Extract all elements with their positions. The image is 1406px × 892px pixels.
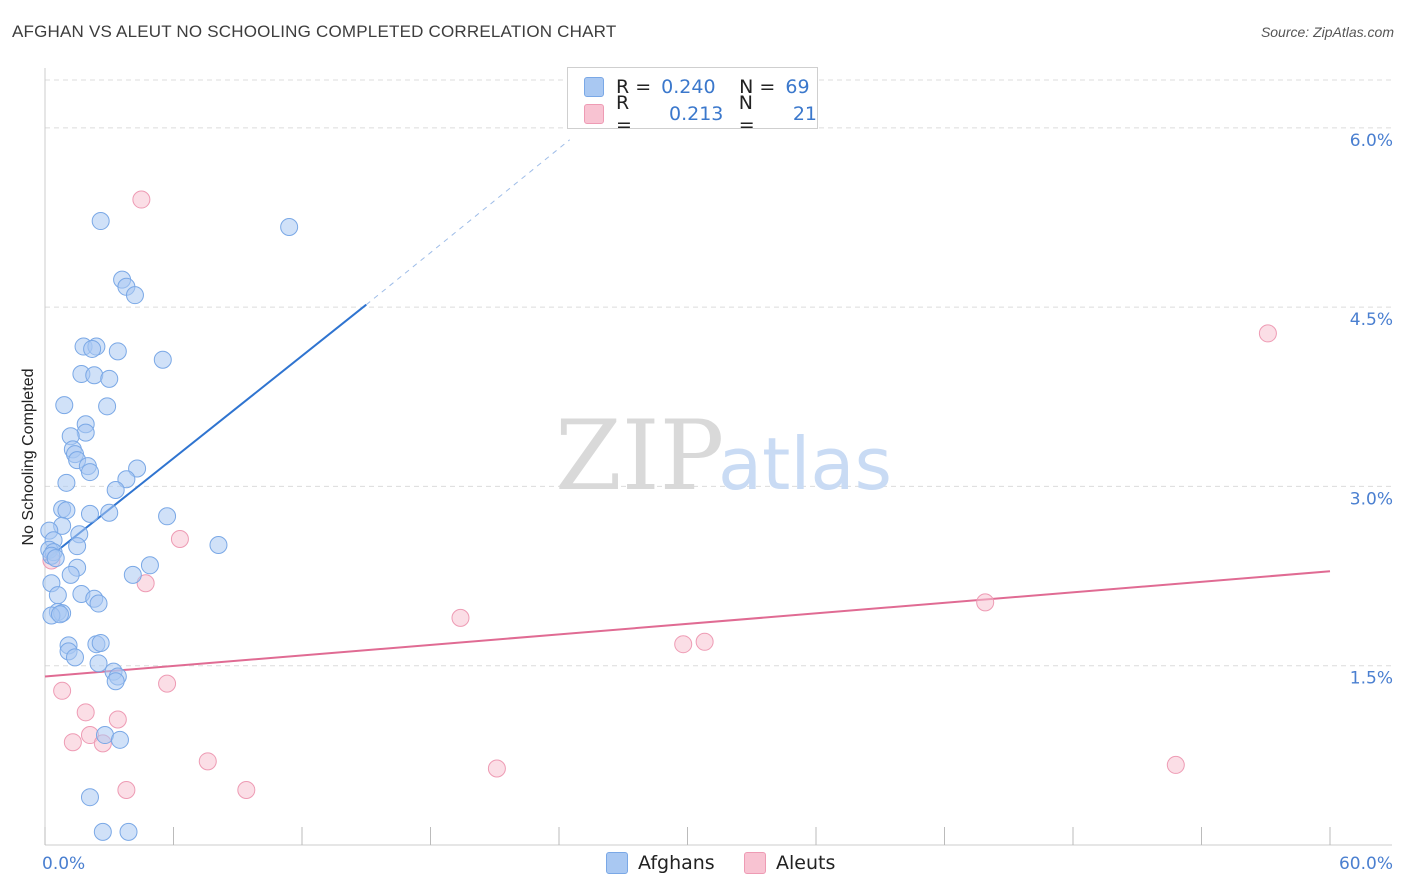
afghan-point xyxy=(57,501,76,520)
afghan-point xyxy=(117,470,136,489)
legend-n-label: N = xyxy=(739,76,776,98)
afghan-point xyxy=(106,480,125,499)
afghan-point xyxy=(91,633,110,652)
afghan-point xyxy=(57,473,76,492)
legend-swatch-afghans xyxy=(584,77,604,97)
afghan-point xyxy=(140,556,159,575)
axes xyxy=(44,68,1392,846)
afghan-point xyxy=(50,605,69,624)
legend-r-value: 0.213 xyxy=(668,103,724,125)
chart-title: AFGHAN VS ALEUT NO SCHOOLING COMPLETED C… xyxy=(12,22,617,41)
legend-n-label: N = xyxy=(738,92,755,136)
legend-row-aleuts: R = 0.213 N = 21 xyxy=(584,92,818,136)
legend-item-aleuts[interactable]: Aleuts xyxy=(744,852,835,874)
afghan-point xyxy=(46,549,65,568)
legend-row-afghans: R = 0.240 N = 69 xyxy=(584,74,810,100)
legend-swatch-aleuts xyxy=(584,104,604,124)
legend-n-value: 69 xyxy=(785,76,810,98)
afghan-point xyxy=(119,822,138,841)
afghan-point xyxy=(100,503,119,522)
afghan-point xyxy=(61,565,80,584)
afghan-point xyxy=(76,423,95,442)
afghan-point xyxy=(55,396,74,415)
aleut-point xyxy=(63,733,82,752)
afghan-point xyxy=(80,463,99,482)
aleut-point xyxy=(198,752,217,771)
afghan-point xyxy=(108,342,127,361)
legend-swatch-aleuts xyxy=(744,852,766,874)
aleut-point xyxy=(132,190,151,209)
tick-labels: 1.5% 3.0% 4.5% 6.0% 0.0% 60.0% xyxy=(42,131,1393,874)
aleut-trend-line xyxy=(44,570,1331,678)
aleut-point xyxy=(451,608,470,627)
data-points xyxy=(40,190,1277,841)
x-tick-label: 0.0% xyxy=(42,854,85,874)
y-axis-label: No Schooling Completed xyxy=(20,369,37,546)
y-tick-label: 6.0% xyxy=(1350,131,1393,151)
legend-label-afghans: Afghans xyxy=(638,852,715,874)
afghan-trend-extension xyxy=(365,139,571,306)
legend-label-aleuts: Aleuts xyxy=(776,852,836,874)
afghan-trend-line xyxy=(44,303,367,562)
afghan-point xyxy=(125,286,144,305)
afghan-point xyxy=(153,350,172,369)
y-tick-label: 1.5% xyxy=(1350,669,1393,689)
source-label: Source: ZipAtlas.com xyxy=(1260,24,1394,40)
aleut-point xyxy=(117,781,136,800)
legend-r-label: R = xyxy=(616,76,652,98)
aleut-point xyxy=(170,530,189,548)
afghan-point xyxy=(128,459,147,478)
afghan-point xyxy=(280,218,299,237)
afghan-point xyxy=(80,788,99,807)
aleut-point xyxy=(76,703,95,722)
afghan-point xyxy=(89,654,108,673)
aleut-point xyxy=(976,593,995,612)
aleut-point xyxy=(158,674,177,693)
aleut-point xyxy=(674,635,693,654)
afghan-point xyxy=(85,366,104,385)
aleut-point xyxy=(237,781,256,800)
afghan-point xyxy=(93,822,112,841)
afghan-point xyxy=(80,504,99,523)
afghan-point xyxy=(83,339,102,358)
legend-r-label: R = xyxy=(615,92,632,136)
aleut-point xyxy=(136,574,155,593)
afghan-point xyxy=(68,537,87,556)
afghan-point xyxy=(123,565,142,584)
legend-item-afghans[interactable]: Afghans xyxy=(606,852,715,874)
afghan-point xyxy=(158,507,177,526)
aleut-point xyxy=(53,681,72,700)
legend-n-value: 21 xyxy=(792,103,818,125)
trend-lines xyxy=(44,139,1331,678)
aleut-point xyxy=(108,710,127,729)
stats-legend: R = 0.240 N = 69 R = 0.213 N = 21 xyxy=(567,67,818,136)
aleut-point xyxy=(1166,755,1185,774)
afghan-point xyxy=(89,594,108,613)
y-tick-label: 3.0% xyxy=(1350,489,1393,509)
x-tick-label: 60.0% xyxy=(1339,854,1393,874)
legend-r-value: 0.240 xyxy=(661,76,716,98)
watermark: ZIP atlas xyxy=(555,400,892,512)
afghan-point xyxy=(91,212,110,231)
watermark-atlas: atlas xyxy=(718,422,892,506)
afghan-point xyxy=(98,397,117,416)
legend-swatch-afghans xyxy=(606,852,628,874)
afghan-point xyxy=(65,648,84,667)
aleut-point xyxy=(487,759,506,778)
afghan-point xyxy=(209,535,228,554)
afghan-point xyxy=(110,730,129,749)
afghan-point xyxy=(100,369,119,388)
aleut-point xyxy=(1258,324,1277,343)
watermark-zip: ZIP xyxy=(555,400,724,512)
afghan-point xyxy=(106,672,125,691)
series-legend: Afghans Aleuts xyxy=(0,852,1406,878)
gridlines xyxy=(45,79,1392,667)
aleut-point xyxy=(695,632,714,651)
afghan-point xyxy=(48,586,67,605)
afghan-point xyxy=(95,726,114,745)
y-tick-label: 4.5% xyxy=(1350,310,1393,330)
